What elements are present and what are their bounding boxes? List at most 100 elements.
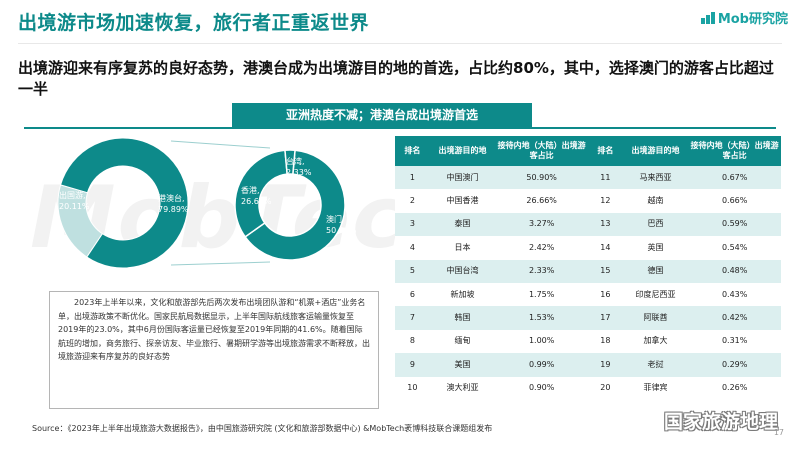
destination-cell: 阿联酋	[622, 306, 689, 330]
outer-donut	[57, 137, 189, 269]
description-box: 2023年上半年以来，文化和旅游部先后两次发布出境团队游和“机票+酒店”业务名单…	[49, 291, 379, 409]
outer-label-abroad-name: 出国游,	[59, 191, 86, 200]
destination-cell: 加拿大	[622, 329, 689, 354]
share-cell: 50.90%	[495, 166, 588, 190]
header-dest-2: 出境游目的地	[622, 136, 689, 166]
destination-cell: 泰国	[429, 212, 496, 237]
share-cell: 0.43%	[688, 282, 781, 307]
rank-cell: 20	[587, 376, 623, 400]
header-divider	[18, 43, 782, 44]
rank-cell: 2	[395, 189, 430, 213]
destination-cell: 印度尼西亚	[622, 282, 689, 307]
share-cell: 2.33%	[495, 259, 588, 283]
share-cell: 1.75%	[495, 282, 588, 307]
table-row: 2 中国香港 26.66% 12 越南 0.66%	[395, 189, 781, 213]
share-cell: 0.26%	[688, 376, 781, 400]
rank-cell: 12	[587, 189, 623, 213]
share-cell: 0.99%	[495, 353, 588, 377]
destination-cell: 日本	[429, 236, 496, 260]
destination-cell: 澳大利亚	[429, 376, 496, 400]
inner-label-hongkong: 香港, 26.66%	[241, 185, 272, 207]
rank-cell: 11	[587, 166, 623, 190]
outer-label-abroad-value: 20.11%	[59, 202, 90, 211]
destination-cell: 菲律宾	[622, 376, 689, 400]
share-cell: 3.27%	[495, 212, 588, 237]
rank-cell: 1	[395, 166, 430, 190]
destination-cell: 美国	[429, 353, 496, 377]
rank-cell: 7	[395, 306, 430, 330]
rank-cell: 19	[587, 353, 623, 377]
destination-cell: 韩国	[429, 306, 496, 330]
rank-cell: 9	[395, 353, 430, 377]
rank-cell: 15	[587, 259, 623, 283]
rank-cell: 5	[395, 259, 430, 283]
table-row: 3 泰国 3.27% 13 巴西 0.59%	[395, 212, 781, 237]
table-row: 8 缅甸 1.00% 18 加拿大 0.31%	[395, 329, 781, 354]
brand-logo: Mob研究院	[700, 8, 788, 27]
destination-cell: 中国澳门	[429, 166, 496, 190]
page-number: 17	[773, 428, 784, 437]
inner-label-macau-name: 澳门	[326, 215, 342, 224]
table-row: 10 澳大利亚 0.90% 20 菲律宾 0.26%	[395, 376, 781, 400]
inner-label-taiwan-name: 台湾,	[286, 157, 305, 166]
destination-cell: 缅甸	[429, 329, 496, 354]
inner-donut	[234, 149, 346, 261]
share-cell: 0.90%	[495, 376, 588, 400]
share-cell: 1.00%	[495, 329, 588, 354]
corner-watermark: 国家旅游地理	[663, 411, 778, 433]
destination-cell: 老挝	[622, 353, 689, 377]
inner-label-taiwan-value: 2.33%	[286, 168, 312, 177]
rank-cell: 16	[587, 282, 623, 307]
outer-label-hkmotw-name: 港澳台,	[158, 194, 185, 203]
rank-cell: 18	[587, 329, 623, 354]
share-cell: 0.59%	[688, 212, 781, 237]
section-divider	[24, 127, 776, 129]
rank-cell: 14	[587, 236, 623, 260]
share-cell: 0.54%	[688, 236, 781, 260]
section-title: 亚洲热度不减；港澳台成出境游首选	[232, 103, 532, 127]
share-cell: 0.31%	[688, 329, 781, 354]
rank-cell: 13	[587, 212, 623, 237]
page-subtitle: 出境游迎来有序复苏的良好态势，港澳台成为出境游目的地的首选，占比约80%，其中，…	[18, 59, 774, 98]
rank-cell: 10	[395, 376, 430, 400]
table-row: 6 新加坡 1.75% 16 印度尼西亚 0.43%	[395, 282, 781, 307]
inner-label-hongkong-name: 香港,	[241, 186, 260, 195]
table-row: 1 中国澳门 50.90% 11 马来西亚 0.67%	[395, 166, 781, 190]
destination-cell: 巴西	[622, 212, 689, 237]
destination-cell: 中国香港	[429, 189, 496, 213]
header-rank-1: 排名	[395, 136, 430, 166]
share-cell: 1.53%	[495, 306, 588, 330]
outer-label-hkmotw: 港澳台, 79.89%	[158, 193, 189, 215]
destination-cell: 越南	[622, 189, 689, 213]
share-cell: 26.66%	[495, 189, 588, 213]
table-row: 5 中国台湾 2.33% 15 德国 0.48%	[395, 259, 781, 283]
header-share-1: 接待内地（大陆）出境游客占比	[495, 136, 588, 166]
inner-label-taiwan: 台湾, 2.33%	[286, 156, 311, 178]
inner-donut-segment-macau	[244, 149, 346, 261]
share-cell: 0.67%	[688, 166, 781, 190]
header-dest-1: 出境游目的地	[429, 136, 496, 166]
source-note: Source：《2023年上半年出境旅游大数据报告》，由中国旅游研究院 (文化和…	[32, 424, 493, 433]
share-cell: 0.42%	[688, 306, 781, 330]
share-cell: 0.29%	[688, 353, 781, 377]
logo-text: Mob研究院	[717, 12, 788, 27]
connector-line-top	[170, 140, 271, 149]
destination-cell: 英国	[622, 236, 689, 260]
destination-ranking-table: 排名 出境游目的地 接待内地（大陆）出境游客占比 排名 出境游目的地 接待内地（…	[395, 136, 781, 400]
rank-cell: 6	[395, 282, 430, 307]
rank-cell: 3	[395, 212, 430, 237]
destination-cell: 中国台湾	[429, 259, 496, 283]
table-row: 4 日本 2.42% 14 英国 0.54%	[395, 236, 781, 260]
table-row: 9 美国 0.99% 19 老挝 0.29%	[395, 353, 781, 377]
connector-line-bottom	[170, 261, 271, 266]
inner-label-hongkong-value: 26.66%	[241, 197, 272, 206]
table-header-row: 排名 出境游目的地 接待内地（大陆）出境游客占比 排名 出境游目的地 接待内地（…	[395, 136, 781, 166]
page-title: 出境游市场加速恢复，旅行者正重返世界	[18, 12, 370, 34]
share-cell: 0.66%	[688, 189, 781, 213]
header-share-2: 接待内地（大陆）出境游客占比	[688, 136, 781, 166]
rank-cell: 8	[395, 329, 430, 354]
rank-cell: 4	[395, 236, 430, 260]
inner-donut-segment-taiwan	[284, 149, 296, 175]
share-cell: 2.42%	[495, 236, 588, 260]
